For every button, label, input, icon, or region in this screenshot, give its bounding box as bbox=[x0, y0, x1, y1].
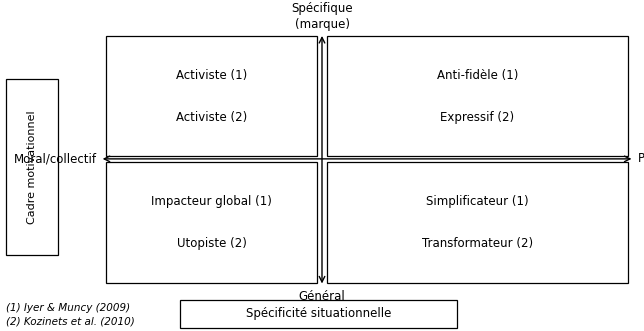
Bar bbox=[180, 300, 457, 328]
Text: Anti-fidèle (1)

Expressif (2): Anti-fidèle (1) Expressif (2) bbox=[437, 69, 518, 124]
Text: Cadre motivationnel: Cadre motivationnel bbox=[27, 110, 37, 224]
Bar bbox=[327, 162, 628, 283]
Text: Impacteur global (1)

Utopiste (2): Impacteur global (1) Utopiste (2) bbox=[151, 195, 272, 250]
Bar bbox=[106, 162, 317, 283]
Text: Personnel: Personnel bbox=[638, 152, 644, 166]
Text: Spécifique
(marque): Spécifique (marque) bbox=[291, 2, 353, 31]
Text: Général: Général bbox=[299, 290, 345, 303]
Bar bbox=[106, 36, 317, 156]
Text: (1) Iyer & Muncy (2009): (1) Iyer & Muncy (2009) bbox=[6, 303, 131, 313]
Bar bbox=[327, 36, 628, 156]
Text: Activiste (1)

Activiste (2): Activiste (1) Activiste (2) bbox=[176, 69, 247, 124]
Text: Spécificité situationnelle: Spécificité situationnelle bbox=[246, 307, 392, 320]
Bar bbox=[6, 79, 58, 255]
Text: (2) Kozinets et al. (2010): (2) Kozinets et al. (2010) bbox=[6, 316, 135, 326]
Text: Moral/collectif: Moral/collectif bbox=[14, 152, 97, 166]
Text: Simplificateur (1)

Transformateur (2): Simplificateur (1) Transformateur (2) bbox=[422, 195, 533, 250]
